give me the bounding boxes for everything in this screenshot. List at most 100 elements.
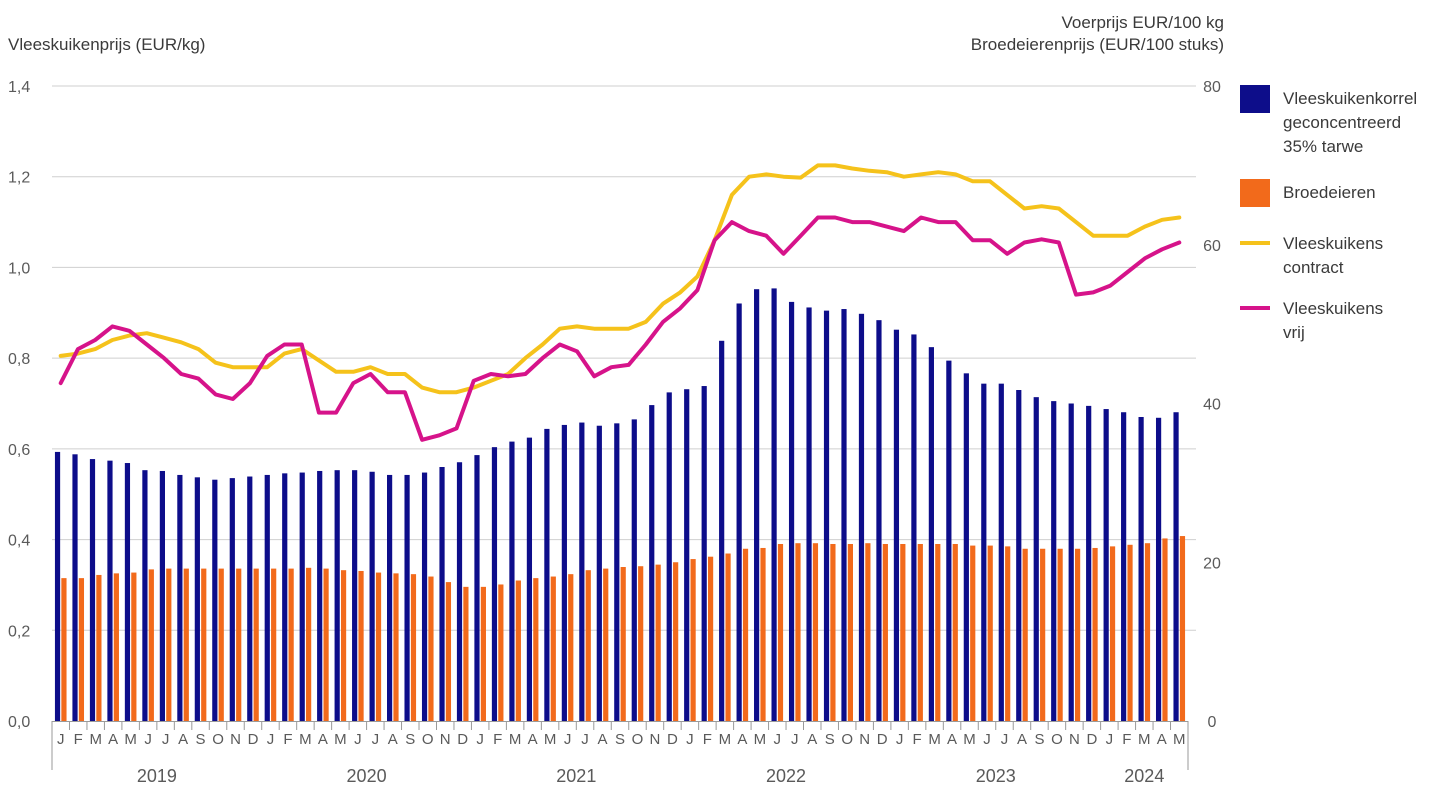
month-label: D (1086, 731, 1097, 748)
month-label: D (667, 731, 678, 748)
bar-hatching-egg-price (760, 547, 766, 721)
grid-lines (52, 85, 1196, 631)
bar-feed-price (352, 470, 358, 721)
year-label: 2023 (976, 766, 1016, 786)
bar-feed-price (1155, 417, 1162, 721)
month-label: A (178, 731, 188, 748)
left-tick-label: 1,2 (8, 170, 30, 187)
legend-item: Broedeieren (1240, 179, 1376, 207)
month-label: J (476, 731, 484, 748)
month-label: N (440, 731, 451, 748)
month-label: A (108, 731, 118, 748)
month-label: J (1001, 731, 1009, 748)
bar-feed-price (893, 329, 900, 721)
bar-feed-price (876, 320, 882, 721)
month-label: N (230, 731, 241, 748)
bar-feed-price (719, 340, 725, 721)
bar-hatching-egg-price (1127, 544, 1133, 721)
bar-hatching-egg-price (847, 543, 853, 721)
month-label: A (1157, 731, 1167, 748)
bar-feed-price (858, 313, 865, 721)
bar-feed-price (736, 303, 742, 721)
right-axis-title-line1: Voerprijs EUR/100 kg (1061, 13, 1224, 32)
bar-feed-price (404, 474, 410, 721)
bar-hatching-egg-price (445, 582, 452, 721)
bar-feed-price (928, 347, 934, 721)
right-tick-label: 40 (1203, 397, 1221, 414)
legend: Vleeskuikenkorrel geconcentreerd 35% tarwe… (1240, 85, 1417, 342)
bar-feed-price (841, 309, 847, 721)
month-label: M (1173, 731, 1186, 748)
bar-hatching-egg-price (183, 568, 189, 721)
month-label: F (493, 731, 502, 748)
bar-hatching-egg-price (1144, 543, 1151, 721)
right-tick-label: 80 (1203, 79, 1221, 96)
bar-feed-price (806, 307, 812, 721)
right-tick-label: 0 (1208, 714, 1217, 731)
month-label: D (457, 731, 468, 748)
bar-hatching-egg-price (1162, 538, 1168, 721)
month-label: O (632, 731, 644, 748)
month-label: M (509, 731, 522, 748)
bar-hatching-egg-price (742, 548, 749, 721)
bar-feed-price (89, 459, 96, 721)
bar-hatching-egg-price (777, 543, 784, 721)
bar-feed-price (194, 477, 200, 721)
month-label: D (248, 731, 259, 748)
bar-feed-price (1173, 412, 1179, 721)
bar-hatching-egg-price (725, 553, 731, 721)
month-label: J (57, 731, 65, 748)
month-label: M (754, 731, 767, 748)
legend-swatch (1240, 85, 1270, 113)
month-label: J (354, 731, 362, 748)
bar-hatching-egg-price (830, 543, 836, 721)
bar-hatching-egg-price (96, 574, 102, 721)
year-label: 2024 (1124, 766, 1164, 786)
month-label: M (963, 731, 976, 748)
bar-hatching-egg-price (78, 578, 85, 721)
month-label: S (196, 731, 206, 748)
legend-label: geconcentreerd (1283, 113, 1401, 132)
bar-feed-price (771, 288, 777, 721)
bar-hatching-egg-price (1092, 547, 1098, 721)
month-label: M (299, 731, 312, 748)
bar-hatching-egg-price (1075, 548, 1081, 721)
bar-feed-price (788, 301, 795, 721)
bar-hatching-egg-price (236, 568, 242, 721)
left-tick-label: 0,4 (8, 533, 30, 550)
bar-feed-price (1086, 405, 1092, 721)
month-label: F (1122, 731, 1131, 748)
bar-feed-price (456, 462, 463, 721)
bar-hatching-egg-price (358, 570, 364, 721)
bar-feed-price (491, 447, 498, 721)
bar-feed-price (474, 455, 480, 721)
legend-label: 35% tarwe (1283, 137, 1363, 156)
bar-hatching-egg-price (515, 580, 521, 721)
month-label: M (334, 731, 347, 748)
bar-feed-price (596, 425, 602, 721)
bar-feed-price (963, 373, 969, 721)
lines-layer (58, 163, 1182, 442)
month-label: J (983, 731, 991, 748)
month-label: A (947, 731, 957, 748)
bar-hatching-egg-price (620, 567, 626, 721)
month-label: J (372, 731, 380, 748)
month-label: J (564, 731, 572, 748)
month-label: S (405, 731, 415, 748)
month-label: M (124, 731, 137, 748)
bar-feed-price (439, 467, 445, 721)
bar-feed-price (1033, 397, 1039, 721)
bar-feed-price (142, 470, 148, 721)
bar-feed-price (317, 470, 323, 721)
month-label: A (318, 731, 328, 748)
month-label: A (598, 731, 608, 748)
bar-feed-price (159, 470, 165, 721)
bar-hatching-egg-price (707, 556, 714, 721)
month-label: J (1106, 731, 1114, 748)
bar-hatching-egg-price (498, 584, 504, 721)
month-label: A (807, 731, 817, 748)
bar-feed-price (212, 479, 218, 721)
bar-hatching-egg-price (1179, 536, 1186, 721)
bar-hatching-egg-price (900, 543, 906, 721)
month-label: M (89, 731, 102, 748)
